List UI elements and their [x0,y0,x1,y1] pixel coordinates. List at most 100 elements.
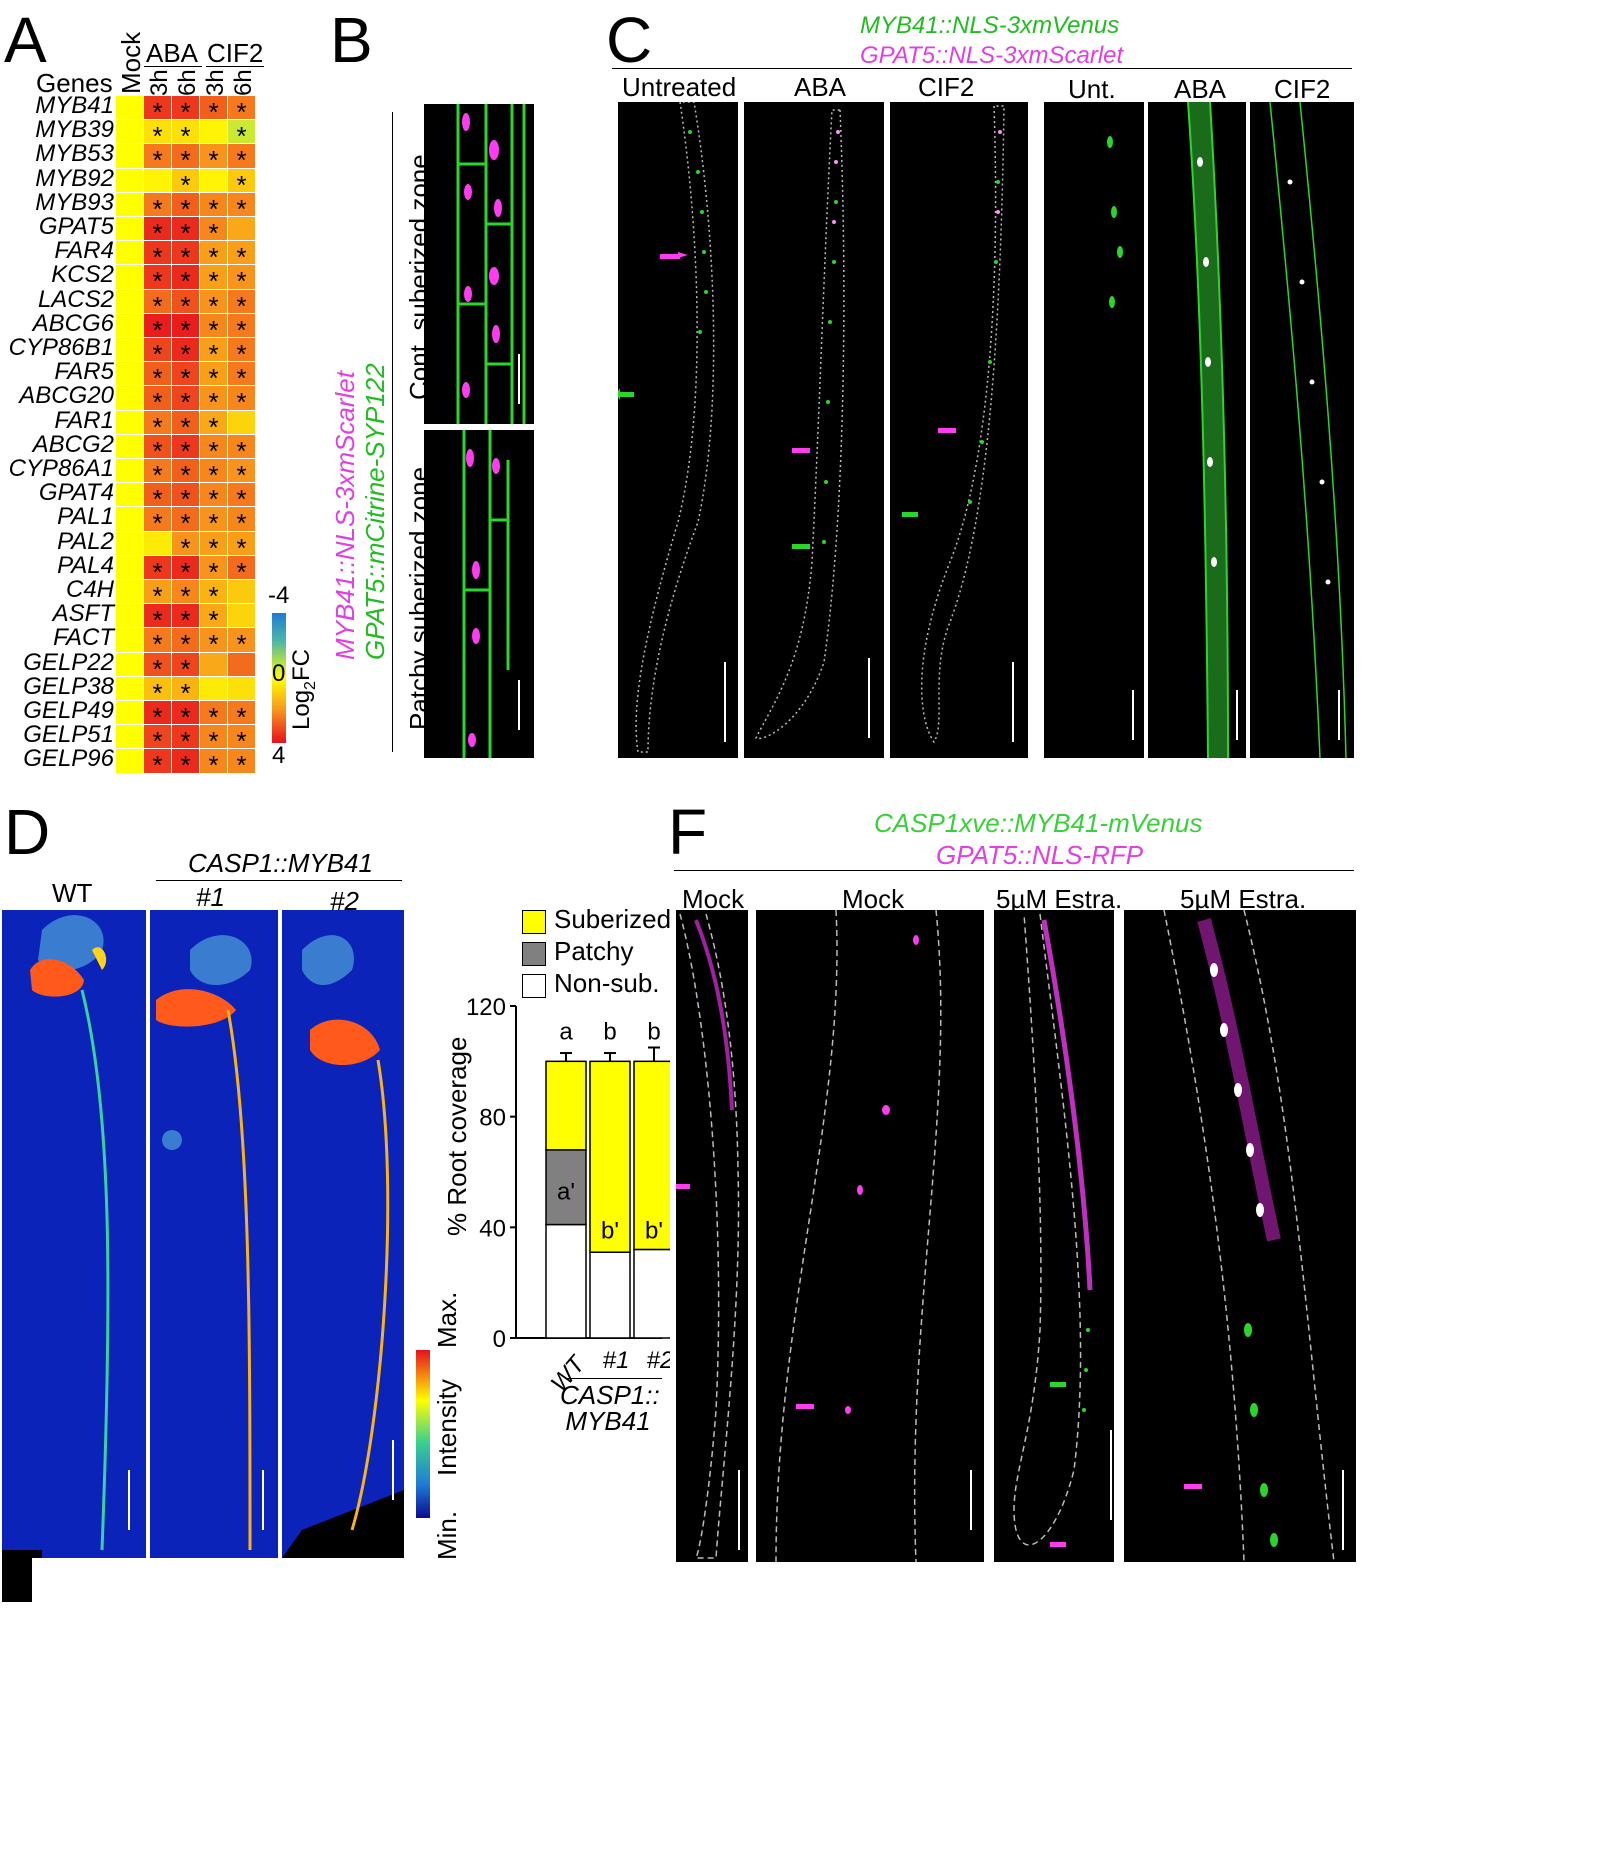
heatmap-cell: * [144,676,172,708]
image-wt-seedling [2,910,146,1558]
col-mock-label: Mock [116,31,146,94]
gene-label: FACT [53,624,114,652]
heatmap-cell: * [200,338,228,369]
heatmap-cell: * [228,386,256,417]
gene-label: FAR4 [54,237,114,265]
gene-label: MYB41 [35,92,114,119]
heatmap-cell: * [144,289,172,321]
image-cif2-root [890,102,1028,758]
heatmap-cell: * [200,749,228,780]
group-aba-line [144,66,202,67]
heatmap-cell: * [144,434,172,466]
heatmap-cell [116,338,144,363]
legend-label: Suberized [554,904,672,934]
panel-f-rule [674,870,1354,871]
column-header: 6h [230,69,257,96]
bar-segment [633,1060,670,1251]
heatmap-cell [116,483,144,508]
heatmap-cell: * [200,313,228,345]
heatmap-cell: * [200,144,228,175]
heatmap-cell: * [228,192,256,224]
heatmap-cell: * [228,265,256,296]
heatmap-cell: * [144,265,172,296]
heatmap-cell [228,217,256,242]
legend-swatch [522,942,546,966]
gene-label: GPAT4 [38,479,114,507]
heatmap-cell: * [172,555,200,587]
heatmap-cell: * [200,701,228,732]
heatmap-cell: * [172,676,200,708]
heatmap-cell: * [172,168,200,200]
x-tick-label: #2 [647,1347,670,1374]
panel-f-line1: CASP1xve::MYB41-mVenus [874,808,1203,838]
heatmap-cell: * [200,434,228,466]
heatmap-cell: * [144,459,172,490]
heatmap-cell [200,652,228,677]
heatmap-cell: * [172,434,200,466]
image-line2-seedling [282,910,404,1558]
bar-segment [545,1060,587,1151]
heatmap-cell: * [172,410,200,442]
panel-f-line2: GPAT5::NLS-RFP [936,840,1144,870]
heatmap-cell: * [172,701,200,732]
heatmap-cell: * [144,725,172,756]
heatmap-cell: * [228,241,256,272]
gene-label: FAR1 [54,406,114,434]
heatmap-cell [116,313,144,338]
image-aba-zoom [1148,102,1246,758]
heatmap-cell: * [144,386,172,417]
heatmap-cell [116,531,144,556]
heatmap-cell: * [228,434,256,466]
heatmap-cell: * [228,362,256,393]
column-header: 3h [146,69,173,96]
gene-label: C4H [65,576,114,603]
heatmap-cell: * [172,386,200,417]
gene-list: MYB41 MYB39 MYB53 MYB92 MYB93 GPAT5 FAR4 KCS2 LA… [0,92,114,774]
heatmap-cell [144,531,172,556]
image-continuous-zone [424,104,534,424]
heatmap-cell: * [172,192,200,224]
heatmap-cell: * [228,483,256,514]
image-unt-zoom [1044,102,1144,758]
gene-label: GELP49 [23,697,114,724]
image-cif2-zoom [1250,102,1354,758]
heatmap-cell: * [144,749,172,780]
genes-header: Genes [36,68,113,98]
gene-label: MYB93 [35,188,114,216]
heatmap-cell: * [200,410,228,442]
f-col-3: 5µM Estra. [996,884,1123,914]
gene-label: MYB39 [35,116,114,144]
heatmap-cell [200,120,228,145]
heatmap-cell: * [172,144,200,175]
legend-label: Patchy [554,936,634,966]
chart-group-rule [566,1378,662,1379]
heatmap-cell: * [228,749,256,780]
heatmap-cell: * [228,120,256,151]
heatmap-cell: * [228,531,256,563]
bar-segment [589,1251,631,1339]
heatmap-cell: * [200,725,228,756]
log2fc-colorbar [272,613,286,743]
heatmap-cell [116,410,144,435]
heatmap-cell: * [200,386,228,417]
col-aba-zoom: ABA [1174,74,1227,104]
heatmap-cell: * [172,628,200,659]
heatmap-cell: * [200,192,228,224]
heatmap-cell: * [144,241,172,272]
heatmap-cell [116,604,144,629]
significance-letter: a [559,1018,573,1045]
intensity-colorbar [416,1350,430,1518]
heatmap-cell: * [172,483,200,514]
panel-a-letter: A [4,4,47,76]
group-cif2-label: CIF2 [207,38,264,68]
heatmap-cell: * [144,652,172,684]
heatmap-cell: * [200,531,228,563]
f-col-1: Mock [682,884,745,914]
image-untreated-root [618,102,738,758]
heatmap-cell [116,459,144,484]
heatmap-cell: * [144,120,172,151]
heatmap-cell: * [200,507,228,538]
heatmap-cell: * [172,313,200,345]
heatmap-cell: * [172,459,200,490]
